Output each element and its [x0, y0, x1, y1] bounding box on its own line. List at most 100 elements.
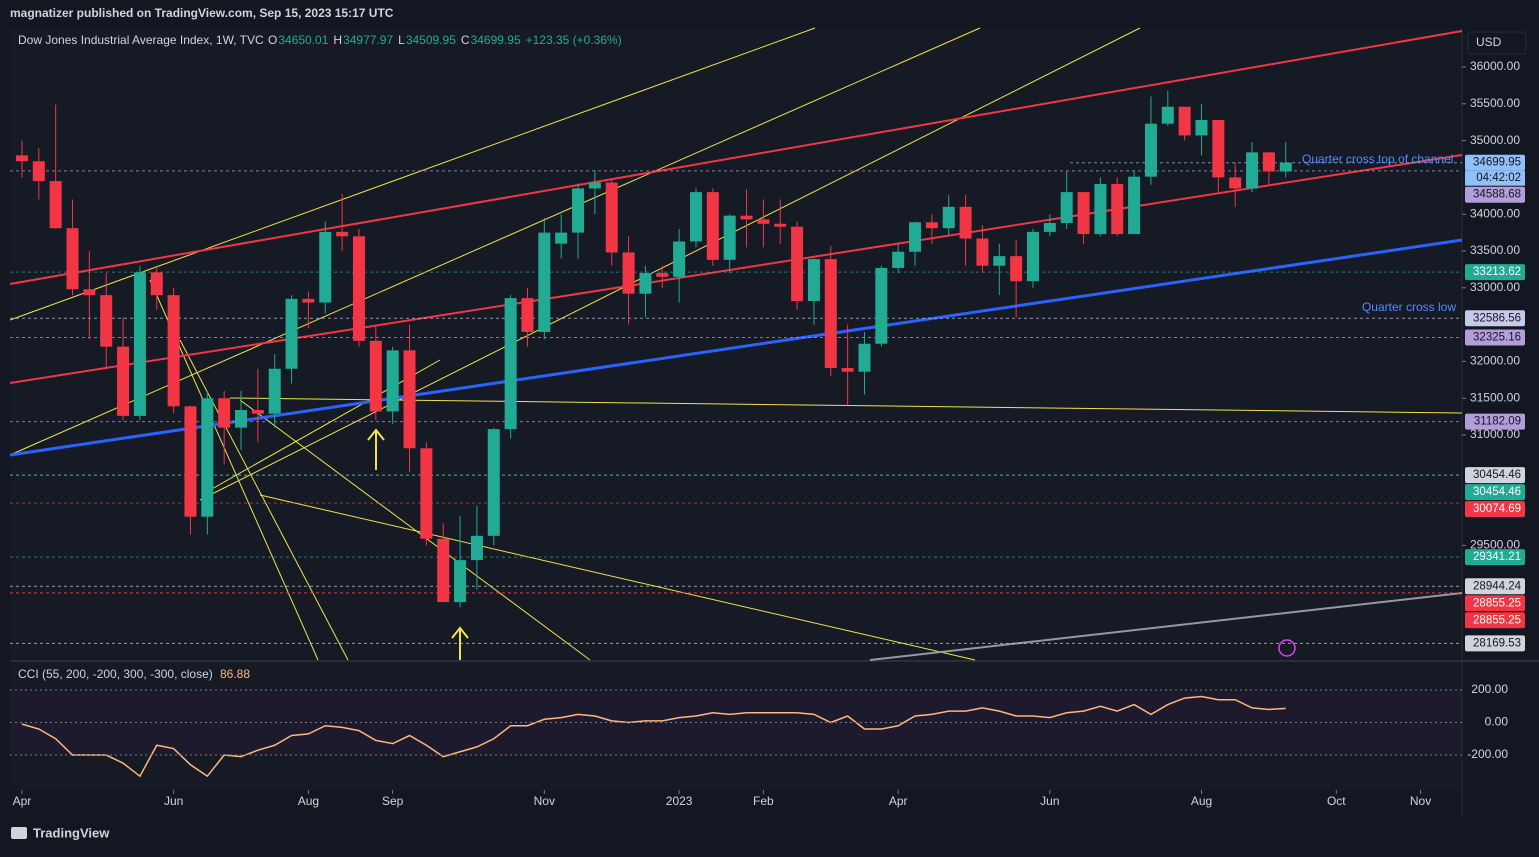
candle-body	[1161, 106, 1174, 124]
candle-body	[235, 409, 248, 428]
level-label-box	[1465, 264, 1525, 281]
candle-body	[1111, 184, 1124, 235]
level-label: 34699.95	[1473, 157, 1521, 169]
level-label-box	[1465, 595, 1525, 612]
footer-brand: TradingView	[33, 825, 110, 840]
candle-body	[454, 560, 467, 603]
cci-name: CCI (55, 200, -200, 300, -300, close)	[18, 667, 213, 681]
y-tick-label: 32000.00	[1470, 354, 1520, 368]
x-tick-label: 2023	[666, 794, 693, 808]
candle-body	[1246, 152, 1259, 189]
candle-body	[639, 273, 652, 294]
channel-mid	[9, 154, 1463, 384]
candle-body	[420, 448, 433, 539]
candle-body	[1262, 152, 1275, 172]
candle-body	[150, 272, 163, 296]
candle-body	[993, 256, 1006, 266]
candle-body	[201, 398, 214, 517]
y-tick-label: 35500.00	[1470, 96, 1520, 110]
cci-tick-label: -200.00	[1467, 747, 1508, 761]
trend-line	[229, 397, 1463, 414]
candle-body	[622, 252, 635, 294]
candle-body	[555, 232, 568, 244]
candle-body	[504, 298, 517, 430]
candle-body	[369, 340, 382, 412]
candle-body	[1077, 192, 1090, 235]
ohlc-value: 34977.97	[343, 33, 393, 47]
x-tick-label: Jun	[164, 794, 183, 808]
yellow-lines	[9, 27, 1463, 661]
candle-body	[437, 538, 450, 603]
level-label-box	[1465, 154, 1525, 171]
gray-line	[869, 592, 1463, 661]
candle-body	[319, 231, 332, 303]
candle-body	[15, 155, 28, 162]
trend-line	[179, 339, 349, 661]
level-label: 28944.24	[1473, 580, 1522, 592]
currency-button[interactable]	[1467, 31, 1527, 55]
candle-body	[521, 298, 534, 332]
candle-body	[841, 368, 854, 372]
y-tick-label: 29500.00	[1470, 538, 1520, 552]
ohlc-change: +123.35 (+0.36%)	[526, 33, 622, 47]
candle-body	[184, 406, 197, 517]
ohlc-value: 34699.95	[471, 33, 521, 47]
level-label: 28169.53	[1473, 637, 1521, 649]
candle-body	[1178, 106, 1191, 136]
level-label-box	[1465, 329, 1525, 346]
level-label: 32325.16	[1473, 332, 1521, 344]
candle-body	[740, 215, 753, 220]
candle-body	[791, 226, 804, 302]
level-label-box	[1465, 186, 1525, 203]
candle-body	[588, 182, 601, 189]
candle-body	[268, 368, 281, 414]
level-label: 30454.46	[1473, 469, 1521, 481]
level-label-box	[1465, 578, 1525, 595]
candle-body	[100, 295, 113, 347]
candle-body	[336, 231, 349, 237]
level-label: 28855.25	[1473, 597, 1521, 609]
y-tick-label: 33500.00	[1470, 243, 1520, 257]
cci-tick-label: 0.00	[1485, 715, 1509, 729]
y-tick-label: 36000.00	[1470, 59, 1520, 73]
marks	[10, 90, 1462, 778]
level-label-box	[1465, 467, 1525, 484]
candle-body	[487, 429, 500, 536]
candle-body	[959, 206, 972, 239]
countdown: 04:42:02	[1476, 172, 1521, 184]
candle-body	[117, 346, 130, 416]
trend-line	[209, 359, 441, 491]
level-label: 29341.21	[1473, 551, 1521, 563]
candle-body	[403, 350, 416, 449]
candle-body	[133, 272, 146, 416]
y-tick-label: 31000.00	[1470, 427, 1520, 441]
candle-body	[909, 222, 922, 252]
x-tick-label: Feb	[753, 794, 774, 808]
cci-last: 86.88	[220, 667, 250, 681]
level-label-box	[1465, 612, 1525, 629]
logo	[11, 827, 27, 839]
candle-body	[605, 182, 618, 253]
level-label-box	[1465, 635, 1525, 652]
candle-body	[49, 181, 62, 229]
candle-body	[858, 343, 871, 372]
candle-body	[706, 192, 719, 260]
arrow	[451, 626, 469, 660]
x-tick-label: Sep	[382, 794, 404, 808]
ohlc-key: C	[461, 33, 470, 47]
alert-icon[interactable]	[1278, 639, 1296, 657]
x-tick-label: Nov	[534, 794, 555, 808]
candle-body	[942, 206, 955, 229]
candle-body	[673, 241, 686, 277]
candle-body	[757, 219, 770, 224]
trend-line	[259, 494, 976, 661]
x-tick-label: Nov	[1410, 794, 1431, 808]
x-tick-label: Aug	[1191, 794, 1212, 808]
drawings	[9, 27, 1463, 661]
x-tick-label: Aug	[298, 794, 319, 808]
price-pane	[10, 28, 1462, 660]
y-tick-label: 35000.00	[1470, 133, 1520, 147]
x-tick-label: Apr	[889, 794, 908, 808]
level-label-box	[1465, 310, 1525, 327]
level-label: 33213.62	[1473, 266, 1521, 278]
